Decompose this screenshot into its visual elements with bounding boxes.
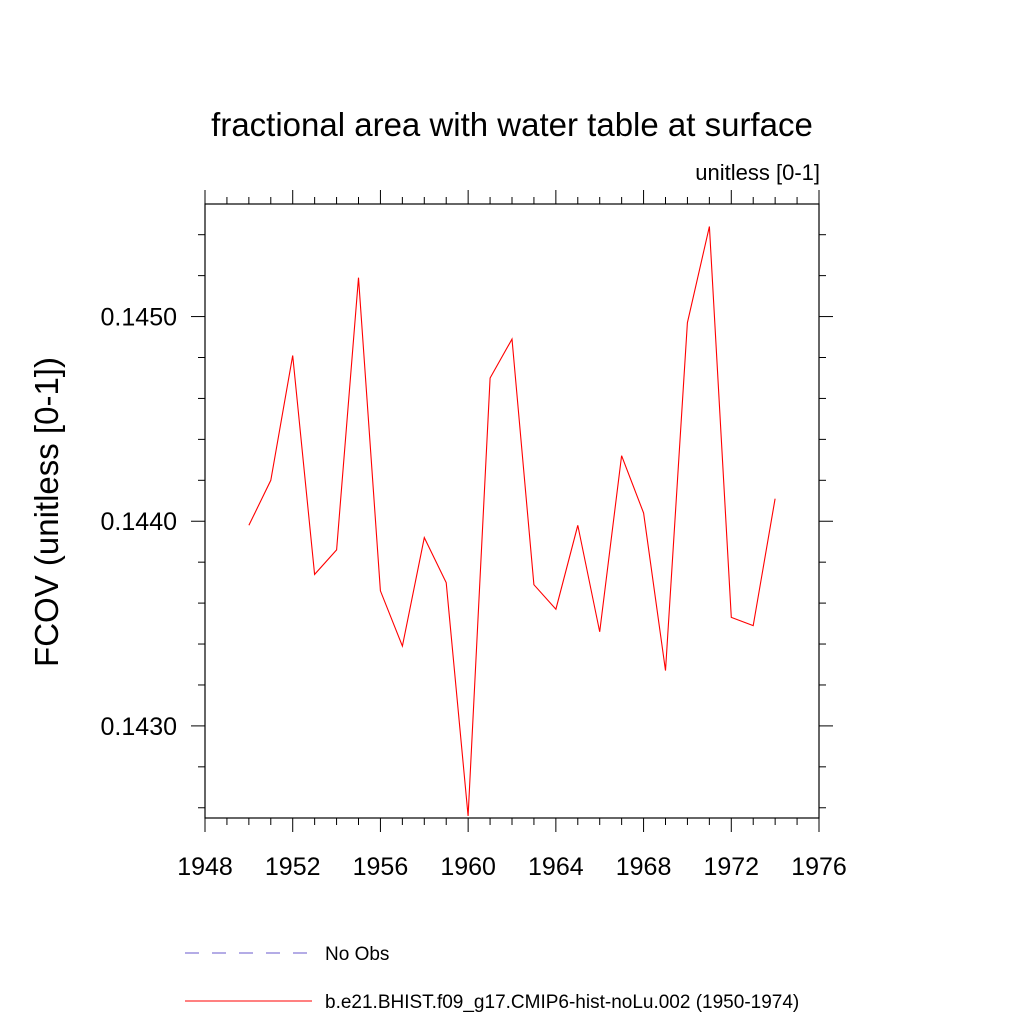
x-tick-label: 1956 [353, 853, 409, 881]
x-tick-label: 1952 [265, 853, 321, 881]
series-layer [248, 226, 776, 817]
x-tick-label: 1968 [616, 853, 672, 881]
y-tick-label: 0.1440 [101, 508, 177, 536]
y-tick-label: 0.1430 [101, 713, 177, 741]
y-axis-label: FCOV (unitless [0-1]) [28, 357, 65, 667]
x-tick-label: 1964 [528, 853, 584, 881]
x-axis-ticks: 1948 1952 1956 1960 1964 1968 1972 1976 [177, 190, 847, 881]
legend-label-model-run: b.e21.BHIST.f09_g17.CMIP6-hist-noLu.002 … [325, 992, 799, 1013]
y-axis-ticks: 0.1430 0.1440 0.1450 [101, 234, 833, 809]
x-tick-label: 1948 [177, 853, 233, 881]
y-tick-label: 0.1450 [101, 304, 177, 332]
units-label: unitless [0-1] [695, 160, 820, 185]
series-line [248, 226, 776, 817]
legend-label-no-obs: No Obs [325, 944, 389, 965]
x-tick-label: 1972 [703, 853, 759, 881]
chart-title: fractional area with water table at surf… [211, 106, 813, 143]
x-tick-label: 1976 [791, 853, 847, 881]
plot-frame [204, 203, 820, 819]
x-tick-label: 1960 [440, 853, 496, 881]
legend: No Obs b.e21.BHIST.f09_g17.CMIP6-hist-no… [185, 944, 799, 1013]
